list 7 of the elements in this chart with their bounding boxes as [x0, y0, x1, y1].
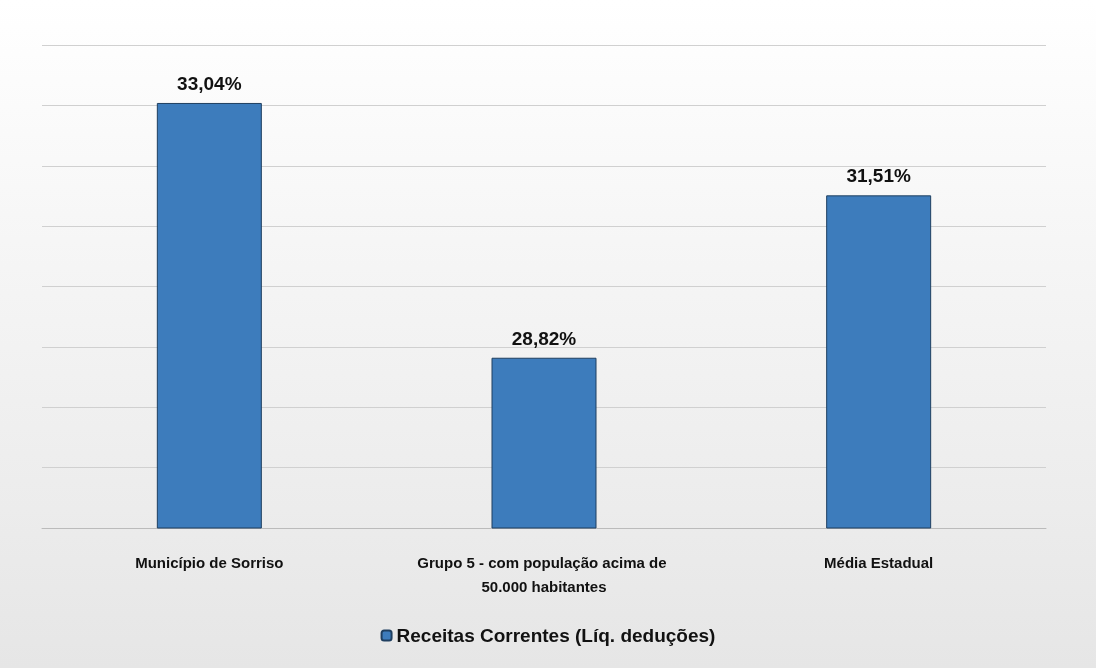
x-tick-label: Média Estadual [824, 553, 934, 571]
x-tick-label: Grupo 5 - com população acima de 50.000 habitantes [417, 553, 671, 595]
data-label: 28,82% [511, 327, 577, 349]
data-label: 33,04% [177, 72, 242, 94]
x-tick-label: Município de Sorriso [135, 553, 284, 571]
legend-label: Receitas Correntes (Líq. deduções) [396, 625, 716, 646]
data-label: 31,51% [846, 165, 911, 187]
